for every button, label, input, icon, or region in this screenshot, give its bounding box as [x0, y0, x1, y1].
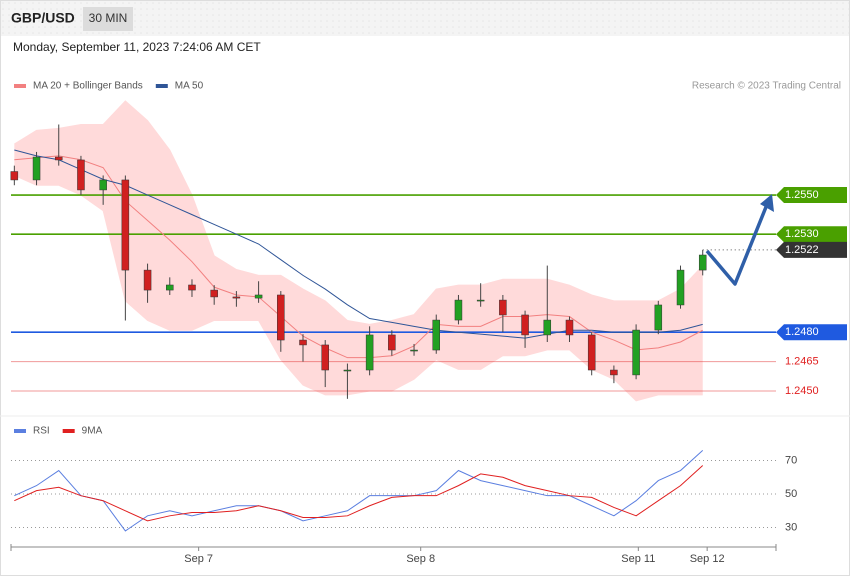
level-label-box	[776, 226, 847, 243]
candle-body	[476, 299, 485, 302]
level-label-box	[776, 241, 847, 258]
bollinger-fill	[14, 100, 703, 401]
candle-body	[32, 156, 41, 181]
indicator-line	[14, 465, 704, 522]
candle-body	[210, 289, 218, 298]
legend-swatch	[155, 84, 168, 88]
candle-body	[121, 179, 130, 271]
legend-swatch	[62, 429, 75, 433]
legend-label: RSI	[33, 426, 50, 437]
candle-body	[632, 329, 640, 376]
bollinger-upper	[14, 100, 704, 325]
candle-body	[565, 319, 574, 336]
legend-swatch	[14, 429, 26, 433]
candle-body	[343, 369, 352, 372]
x-tick-label: Sep 12	[690, 553, 725, 565]
interval-box	[83, 7, 133, 31]
candle-body	[166, 284, 174, 291]
candle-body	[321, 344, 329, 371]
level-label-box	[776, 187, 847, 204]
symbol: GBP/USD	[11, 10, 75, 26]
candle-body	[410, 349, 418, 352]
candle-body	[610, 369, 618, 376]
candle-body	[254, 294, 263, 299]
y-tick-label: 70	[785, 454, 797, 466]
forecast-arrow	[705, 201, 770, 286]
candle-body	[54, 156, 63, 161]
legend-label: 9MA	[82, 426, 103, 437]
x-tick-label: Sep 8	[406, 553, 435, 565]
timestamp: Monday, September 11, 2023 7:24:06 AM CE…	[13, 40, 261, 54]
candle-body	[543, 319, 552, 336]
candle-body	[299, 339, 307, 346]
candle-body	[143, 269, 152, 291]
candle-body	[10, 171, 19, 181]
level-label: 1.2465	[785, 356, 819, 368]
x-tick-label: Sep 7	[184, 553, 213, 565]
candle-body	[388, 334, 396, 351]
candle-body	[499, 299, 507, 316]
level-label: 1.2522	[785, 244, 819, 256]
y-tick-label: 50	[785, 488, 797, 500]
interval: 30 MIN	[89, 11, 128, 25]
indicator-line	[14, 450, 704, 532]
legend-label: MA 20 + Bollinger Bands	[33, 81, 143, 92]
candle-body	[676, 269, 685, 306]
level-label: 1.2550	[785, 189, 819, 201]
candle-body	[521, 314, 529, 336]
level-label-box	[776, 324, 847, 341]
candle-body	[587, 334, 596, 371]
level-label: 1.2450	[785, 385, 819, 397]
legend-label: MA 50	[175, 81, 204, 92]
candle-body	[99, 179, 107, 191]
candle-body	[432, 319, 440, 351]
level-label: 1.2530	[785, 228, 819, 240]
x-tick-label: Sep 11	[621, 553, 655, 565]
candle-body	[698, 254, 707, 271]
credit: Research © 2023 Trading Central	[692, 81, 841, 92]
candle-body	[77, 159, 85, 191]
candle-body	[365, 334, 374, 371]
candle-body	[188, 284, 196, 291]
candle-body	[654, 304, 663, 331]
candle-body	[454, 299, 463, 321]
y-tick-label: 30	[785, 521, 797, 533]
level-label: 1.2480	[785, 326, 819, 338]
forecast-arrowhead	[760, 194, 774, 212]
candle-body	[232, 296, 241, 299]
legend-swatch	[14, 84, 26, 88]
candle-body	[277, 294, 285, 341]
header-bar	[0, 0, 850, 36]
